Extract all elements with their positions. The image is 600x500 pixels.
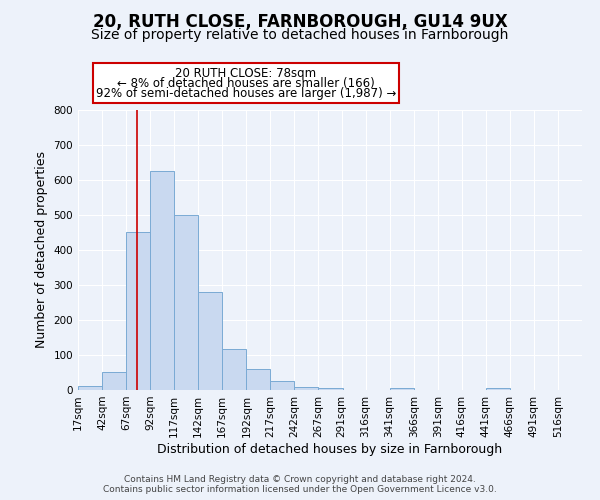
Bar [389, 388, 413, 390]
Y-axis label: Number of detached properties: Number of detached properties [35, 152, 48, 348]
Bar [198, 292, 222, 390]
Bar [174, 215, 198, 390]
Bar [271, 381, 295, 390]
Bar [319, 388, 343, 390]
Text: Size of property relative to detached houses in Farnborough: Size of property relative to detached ho… [91, 28, 509, 42]
Bar [78, 386, 102, 390]
Bar [150, 171, 174, 390]
X-axis label: Distribution of detached houses by size in Farnborough: Distribution of detached houses by size … [157, 442, 503, 456]
Text: 20 RUTH CLOSE: 78sqm: 20 RUTH CLOSE: 78sqm [175, 67, 317, 80]
Bar [295, 386, 319, 390]
Text: ← 8% of detached houses are smaller (166): ← 8% of detached houses are smaller (166… [117, 77, 375, 90]
Text: Contains HM Land Registry data © Crown copyright and database right 2024.: Contains HM Land Registry data © Crown c… [124, 475, 476, 484]
Bar [247, 369, 271, 390]
Bar [486, 388, 510, 390]
Bar [222, 349, 247, 390]
Bar [126, 232, 150, 390]
Text: Contains public sector information licensed under the Open Government Licence v3: Contains public sector information licen… [103, 485, 497, 494]
Text: 20, RUTH CLOSE, FARNBOROUGH, GU14 9UX: 20, RUTH CLOSE, FARNBOROUGH, GU14 9UX [92, 12, 508, 30]
Text: 92% of semi-detached houses are larger (1,987) →: 92% of semi-detached houses are larger (… [96, 87, 396, 100]
Bar [102, 372, 126, 390]
